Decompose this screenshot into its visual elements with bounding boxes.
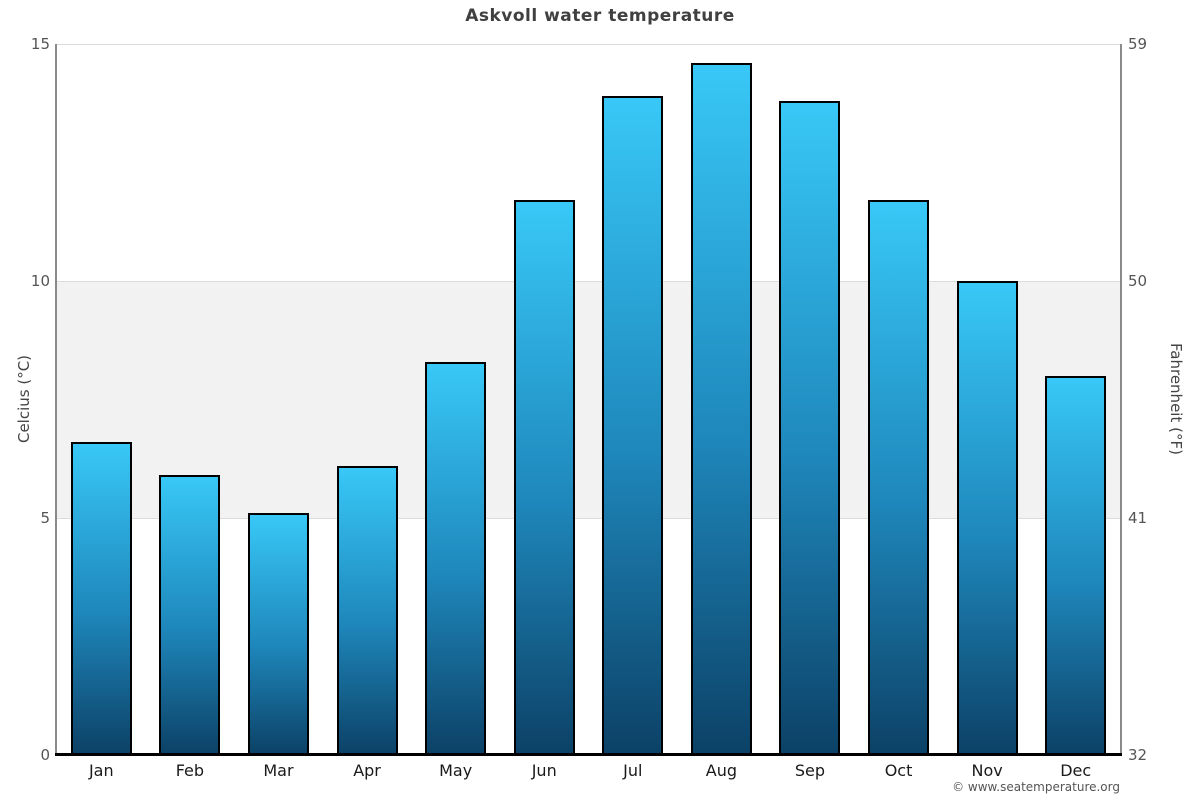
plot-area: [57, 44, 1120, 755]
y-tick-celsius-15: 15: [30, 35, 50, 53]
bar-feb: [159, 475, 221, 755]
x-tick-oct: Oct: [884, 761, 913, 780]
bar-jun: [513, 200, 575, 755]
chart-title: Askvoll water temperature: [465, 6, 735, 26]
bar-nov: [956, 281, 1018, 755]
gridline-10: [57, 281, 1120, 282]
y-tick-celsius-5: 5: [40, 509, 50, 527]
bar-apr: [336, 465, 398, 755]
x-tick-apr: Apr: [353, 761, 381, 780]
x-tick-dec: Dec: [1060, 761, 1092, 780]
bar-sep: [779, 100, 841, 755]
bar-dec: [1045, 375, 1107, 755]
bar-mar: [247, 513, 309, 755]
bar-oct: [868, 200, 930, 755]
x-tick-jul: Jul: [623, 761, 643, 780]
gridline-15: [57, 44, 1120, 45]
y-tick-fahrenheit-59: 59: [1128, 35, 1148, 53]
x-tick-jan: Jan: [88, 761, 114, 780]
gridline-5: [57, 518, 1120, 519]
x-tick-jun: Jun: [531, 761, 557, 780]
bar-may: [425, 361, 487, 755]
y-axis-label-fahrenheit: Fahrenheit (°F): [1167, 343, 1185, 455]
copyright-text: © www.seatemperature.org: [952, 780, 1120, 794]
y-axis-line-left: [55, 44, 57, 755]
x-tick-feb: Feb: [175, 761, 205, 780]
bar-jul: [602, 96, 664, 755]
y-tick-celsius-10: 10: [30, 272, 50, 290]
x-tick-nov: Nov: [971, 761, 1003, 780]
y-tick-fahrenheit-32: 32: [1128, 746, 1148, 764]
bar-aug: [690, 62, 752, 755]
x-tick-sep: Sep: [794, 761, 826, 780]
x-tick-mar: Mar: [263, 761, 294, 780]
x-axis-line: [55, 753, 1122, 756]
x-tick-aug: Aug: [705, 761, 737, 780]
y-axis-line-right: [1120, 44, 1122, 755]
y-tick-fahrenheit-50: 50: [1128, 272, 1148, 290]
y-axis-label-celsius: Celcius (°C): [15, 354, 33, 444]
x-tick-may: May: [439, 761, 473, 780]
y-band-5-10: [57, 281, 1120, 518]
y-tick-fahrenheit-41: 41: [1128, 509, 1148, 527]
bar-jan: [70, 442, 132, 755]
y-tick-celsius-0: 0: [40, 746, 50, 764]
